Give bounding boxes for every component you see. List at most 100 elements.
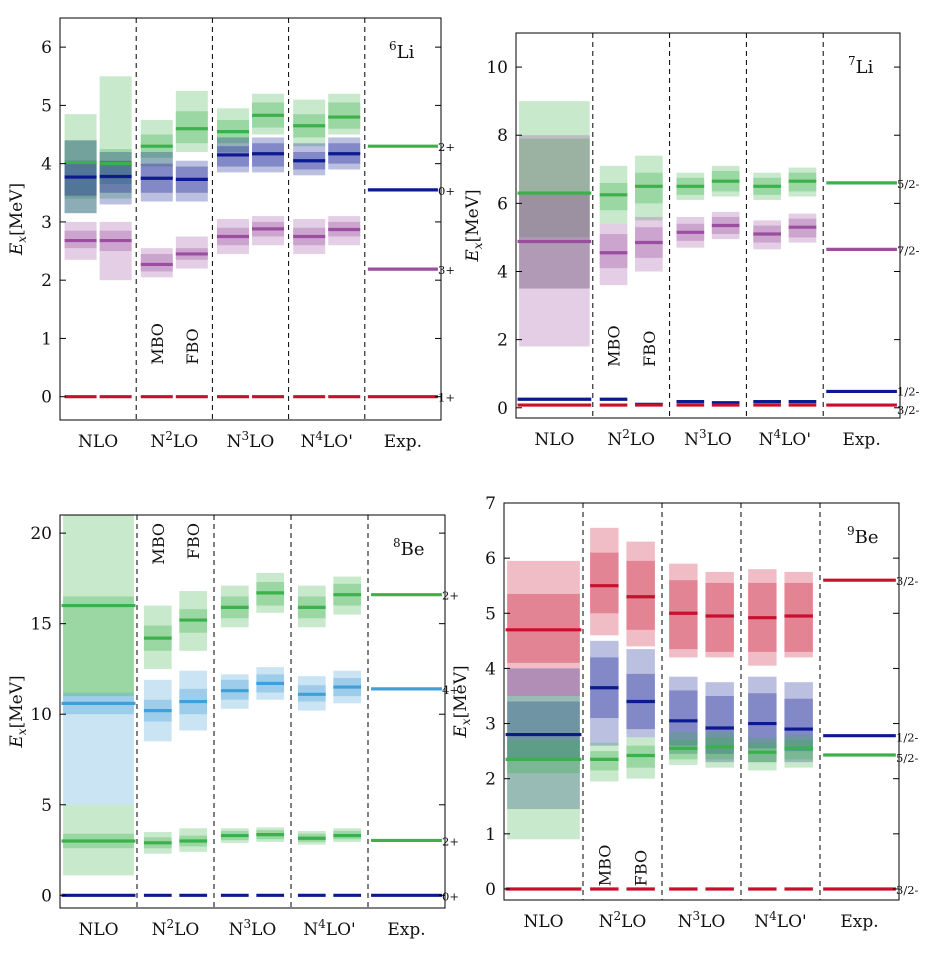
group-label-sup: 3	[699, 427, 707, 441]
y-tick-label: 6	[41, 38, 52, 58]
band-outer	[748, 737, 777, 771]
y-axis-label-e: E	[7, 242, 27, 256]
method-label: FBO	[640, 331, 659, 367]
group-label-sup: 4	[769, 909, 777, 923]
y-axis-label-x: x	[15, 728, 29, 735]
band-inner	[99, 149, 132, 185]
state-label: 3+	[438, 263, 455, 277]
method-label: MBO	[605, 325, 624, 367]
band-outer	[175, 90, 208, 152]
group-label-suffix: LO'	[781, 430, 811, 450]
state-label: 5/2-	[896, 751, 919, 765]
band-outer	[669, 563, 698, 658]
group-label-suffix: LO'	[777, 912, 807, 932]
y-axis-label-unit: [MeV]	[451, 665, 471, 718]
band-outer	[519, 101, 590, 289]
nucleus-mass: 8	[393, 536, 401, 550]
y-axis-label-x: x	[459, 718, 473, 725]
state-label: 2+	[442, 834, 459, 848]
group-label: N2LO	[607, 427, 655, 450]
group-label-base: N	[150, 432, 165, 452]
group-label-sup: 2	[165, 429, 173, 443]
group-label-suffix: LO	[700, 912, 725, 932]
group-label-base: N	[607, 430, 622, 450]
band-outer	[252, 216, 285, 246]
nucleus-mass: 9	[847, 524, 855, 538]
state-label: 2+	[438, 140, 455, 154]
band-outer	[748, 676, 777, 763]
band-inner	[599, 234, 628, 269]
nucleus-label: 6Li	[389, 39, 415, 63]
band-inner	[519, 138, 590, 238]
band-inner	[705, 737, 734, 760]
y-tick-label: 8	[497, 126, 508, 146]
band-outer	[99, 221, 132, 281]
group-label: N4LO'	[300, 429, 352, 452]
y-tick-label: 5	[485, 604, 496, 624]
y-tick-label: 2	[497, 331, 508, 351]
y-tick-label: 15	[30, 615, 52, 635]
group-label-sup: 4	[318, 917, 326, 931]
band-outer	[590, 640, 619, 746]
y-axis-label-e: E	[7, 735, 27, 749]
group-label-suffix: LO	[707, 430, 732, 450]
y-axis-label: Ex[MeV]	[451, 665, 473, 738]
y-tick-label: 6	[485, 549, 496, 569]
y-tick-label: 1	[41, 329, 52, 349]
y-axis-label-x: x	[471, 242, 485, 249]
band-outer	[64, 114, 97, 199]
group-label-sup: 3	[242, 429, 250, 443]
state-label: 1/2-	[897, 384, 920, 398]
nucleus-label: 9Be	[847, 524, 879, 548]
nucleus-mass: 7	[848, 54, 856, 68]
group-label-sup: 2	[167, 917, 175, 931]
y-tick-label: 10	[486, 58, 508, 78]
band-outer	[590, 742, 619, 782]
group-label: NLO	[78, 432, 118, 452]
y-tick-label: 7	[485, 494, 496, 514]
band-inner	[705, 695, 734, 754]
group-label: N4LO'	[303, 917, 355, 940]
state-label: 3/2-	[896, 883, 919, 897]
group-label-sup: 4	[773, 427, 781, 441]
plot-frame	[59, 514, 446, 909]
group-label: N3LO	[678, 909, 726, 932]
group-label-suffix: LO	[251, 920, 276, 940]
y-axis-label-x: x	[15, 236, 29, 243]
band-outer	[99, 152, 132, 205]
group-label-suffix: LO'	[323, 432, 353, 452]
y-tick-label: 0	[41, 388, 52, 408]
band-outer	[293, 99, 326, 147]
nucleus-symbol: Li	[856, 57, 874, 78]
state-label: 7/2-	[897, 243, 920, 257]
band-outer	[590, 527, 619, 636]
band-outer	[705, 731, 734, 768]
state-label: 3/2-	[897, 403, 920, 417]
band-outer	[140, 248, 173, 278]
y-tick-label: 6	[497, 194, 508, 214]
plot-area	[517, 101, 897, 407]
group-label-sup: 4	[315, 429, 323, 443]
band-outer	[626, 649, 655, 738]
group-label: N2LO	[152, 917, 200, 940]
y-tick-label: 0	[41, 886, 52, 906]
group-label-base: N	[152, 920, 167, 940]
band-outer	[599, 223, 628, 286]
band-outer	[635, 155, 663, 221]
plot-frame	[503, 502, 900, 901]
nucleus-label: 8Be	[393, 536, 425, 560]
y-axis-label: Ex[MeV]	[463, 189, 485, 262]
band-outer	[99, 76, 132, 199]
state-label: 4+	[442, 683, 459, 697]
group-label-suffix: LO'	[326, 920, 356, 940]
group-label-suffix: LO	[630, 430, 655, 450]
group-label: Exp.	[840, 912, 878, 932]
y-tick-label: 3	[485, 715, 496, 735]
band-inner	[507, 701, 580, 760]
group-label: N4LO'	[754, 909, 806, 932]
